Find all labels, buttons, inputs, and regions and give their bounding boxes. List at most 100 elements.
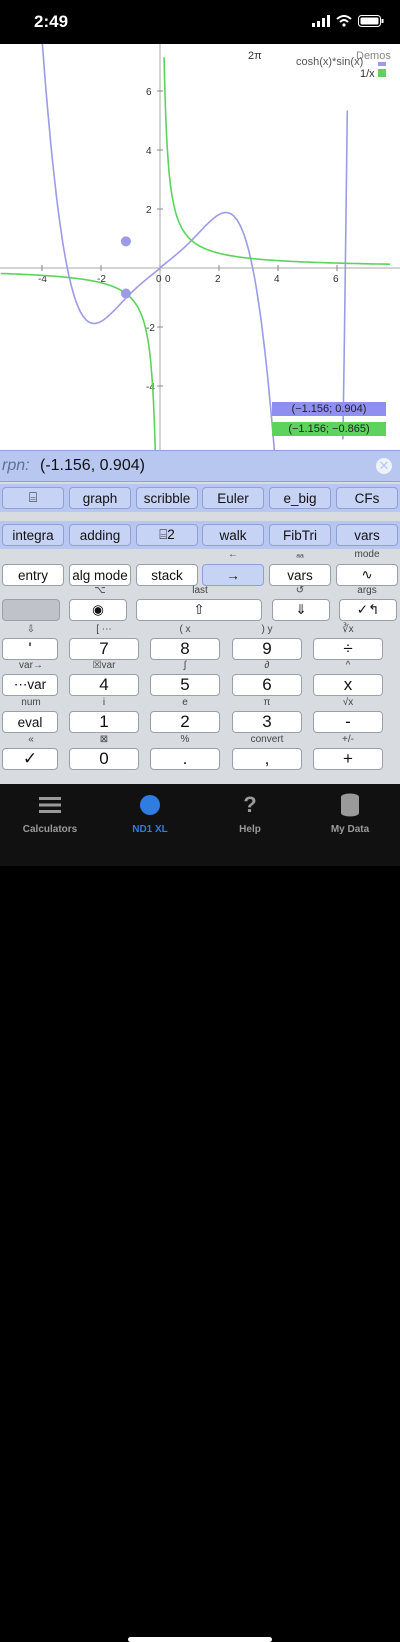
shift-label-r6_above-1: ☒var [92,660,116,671]
trace-point-green [120,288,131,299]
key-r6-4[interactable]: x [313,674,383,696]
key-r3-4[interactable]: vars [269,564,331,586]
row-bg-1 [0,484,400,512]
key-r1-1[interactable]: graph [69,487,131,509]
key-r6-1[interactable]: 4 [69,674,139,696]
shift-label-r6_above-2: ∫ [183,660,187,671]
key-r8-2[interactable]: . [150,748,220,770]
key-r2-3[interactable]: walk [202,524,264,546]
key-r3-2[interactable]: stack [136,564,198,586]
shift-label-r8_above-4: +/- [342,734,354,745]
key-r5-4[interactable]: ÷ [313,638,383,660]
shift-label-r3_above-5: mode [354,549,380,560]
key-r7-0[interactable]: eval [2,711,58,733]
key-r3-0[interactable]: entry [2,564,64,586]
key-r6-0[interactable]: ⋯var [2,674,58,696]
key-r8-3[interactable]: , [232,748,302,770]
tab-label-mydata: My Data [330,824,370,835]
key-r8-4[interactable]: + [313,748,383,770]
dot-icon [100,792,200,818]
x-tick-label: 4 [274,274,280,285]
signal-icon [312,14,330,32]
graph-view[interactable]: -4 -2 0 2 4 6 6 4 2 -2 -4 0 2π Demos cosh(x)*sin(x)… [0,44,400,450]
key-r4-1[interactable]: ◉ [69,599,127,621]
tab-bar: Calculators ND1 XL ? Help My Data [0,784,400,1642]
rpn-value[interactable]: (-1.156, 0.904) [40,457,145,474]
shift-label-r8_above-3: convert [250,734,284,745]
rpn-entry-line[interactable]: rpn: (-1.156, 0.904) ✕ [0,450,400,482]
key-r4-4[interactable]: ✓↰ [339,599,397,621]
key-r5-3[interactable]: 9 [232,638,302,660]
series-reciprocal-pos [163,57,391,265]
key-r2-5[interactable]: vars [336,524,398,546]
tab-my-data[interactable]: My Data [300,792,400,835]
key-r4-0[interactable] [2,599,60,621]
clock: 2:49 [34,12,69,31]
coord-readout-green: (−1.156; −0.865) [272,422,386,436]
clear-icon[interactable]: ✕ [376,458,392,474]
shift-label-r8_above-2: % [180,734,190,745]
key-r1-3[interactable]: Euler [202,487,264,509]
key-r2-1[interactable]: adding [69,524,131,546]
shift-label-r5_above-4: ∛x [342,624,354,635]
key-r3-1[interactable]: alg mode [69,564,131,586]
key-r1-0[interactable]: ⌸ [2,487,64,509]
y-tick-label: -4 [146,382,155,393]
key-r1-2[interactable]: scribble [136,487,198,509]
shift-label-r7_above-4: √x [342,697,354,708]
origin-label: 0 [165,274,171,285]
shift-label-r7_above-2: e [182,697,188,708]
key-r8-0[interactable]: ✓ [2,748,58,770]
key-r2-0[interactable]: integra [2,524,64,546]
tab-calculators[interactable]: Calculators [0,792,100,835]
keypad: ⌸ graph scribble Euler e_big CFs integra adding… [0,482,400,784]
shift-label-r4_above-2: last [192,585,208,596]
top-label: 2π [248,50,262,62]
key-r2-4[interactable]: FibTri [269,524,331,546]
key-r1-5[interactable]: CFs [336,487,398,509]
tab-help[interactable]: ? Help [200,792,300,835]
y-tick-label: 2 [146,205,152,216]
tab-nd1-xl[interactable]: ND1 XL [100,792,200,835]
shift-label-r8_above-0: « [28,734,34,745]
x-tick-label: 6 [333,274,339,285]
home-indicator [128,1637,272,1642]
key-r7-1[interactable]: 1 [69,711,139,733]
shift-label-r5_above-1: [ ⋯ [96,624,112,635]
key-r5-2[interactable]: 8 [150,638,220,660]
list-icon [0,792,100,818]
tab-label-help: Help [239,824,261,835]
shift-label-r6_above-3: ∂ [264,660,270,671]
question-icon: ? [243,792,257,817]
shift-label-r3_above-3: ← [228,549,238,560]
series-reciprocal-neg [0,272,157,450]
key-r7-4[interactable]: - [313,711,383,733]
key-r3-3[interactable]: → [202,564,264,586]
shift-label-r7_above-1: i [102,697,106,708]
key-r6-3[interactable]: 6 [232,674,302,696]
x-tick-label: -2 [97,274,106,285]
key-r4-3[interactable]: ⇓ [272,599,330,621]
key-r6-2[interactable]: 5 [150,674,220,696]
trace-point-blue [120,236,131,247]
y-tick-label: 4 [146,146,152,157]
key-r5-1[interactable]: 7 [69,638,139,660]
series-cosh-sin [41,44,349,450]
key-r4-2[interactable]: ⇧ [136,599,262,621]
shift-label-r6_above-0: var→ [19,660,43,671]
key-r7-3[interactable]: 3 [232,711,302,733]
shift-label-r4_above-4: args [357,585,377,596]
key-r2-2[interactable]: ⌸2 [136,524,198,546]
key-r1-4[interactable]: e_big [269,487,331,509]
demos-link[interactable]: Demos [356,50,391,62]
legend-blue-label: cosh(x)*sin(x) [296,56,364,68]
key-r7-2[interactable]: 2 [150,711,220,733]
tab-label-calculators: Calculators [22,824,78,835]
key-r8-1[interactable]: 0 [69,748,139,770]
coord-readout-blue: (−1.156; 0.904) [272,402,386,416]
plot-canvas[interactable]: -4 -2 0 2 4 6 6 4 2 -2 -4 0 [0,44,400,450]
database-icon [300,792,400,818]
key-r5-0[interactable]: ' [2,638,58,660]
key-r3-5[interactable]: ∿ [336,564,398,586]
shift-label-r6_above-4: ^ [345,660,351,671]
